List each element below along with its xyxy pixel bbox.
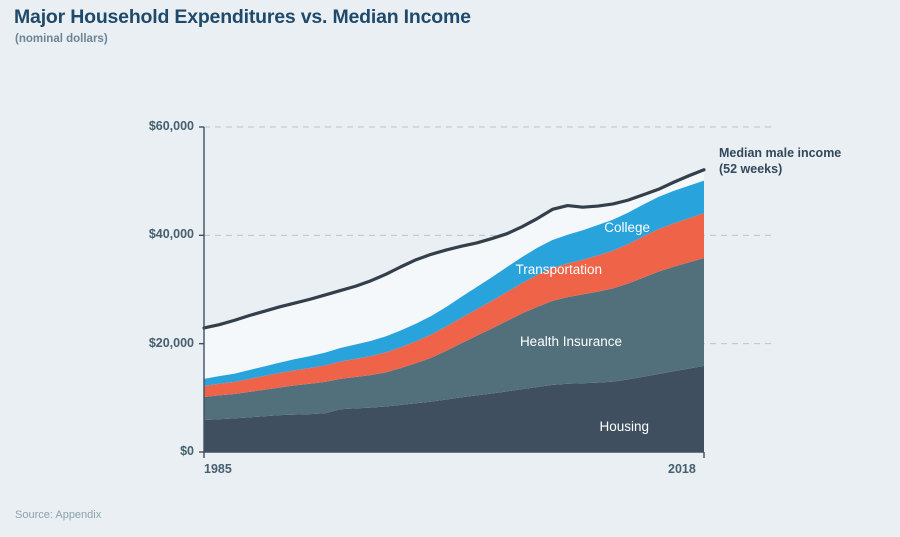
median-income-annotation: Median male income (52 weeks) [719,145,841,177]
area-band-housing [204,365,704,452]
median-income-annotation-line2: (52 weeks) [719,162,783,176]
page-title: Major Household Expenditures vs. Median … [14,6,471,28]
band-label-transportation: Transportation [515,262,602,277]
band-label-health-insurance: Health Insurance [519,334,622,349]
median-income-annotation-line1: Median male income [719,146,842,160]
area-band-college [204,180,704,386]
y-axis-label: $60,000 [148,119,194,133]
y-axis-label: $40,000 [148,227,194,242]
y-axis-label: $20,000 [148,335,194,350]
y-axis-label: $0 [180,444,194,458]
page-subtitle: (nominal dollars) [15,33,108,45]
area-band-health-insurance [204,258,704,421]
x-axis-label: 2018 [668,462,696,476]
band-label-housing: Housing [599,419,649,434]
source-note: Source: Appendix [15,509,102,521]
x-axis-label: 1985 [204,462,232,476]
median-income-line [202,168,706,330]
band-label-college: College [604,220,650,235]
area-band-transportation [204,213,704,398]
